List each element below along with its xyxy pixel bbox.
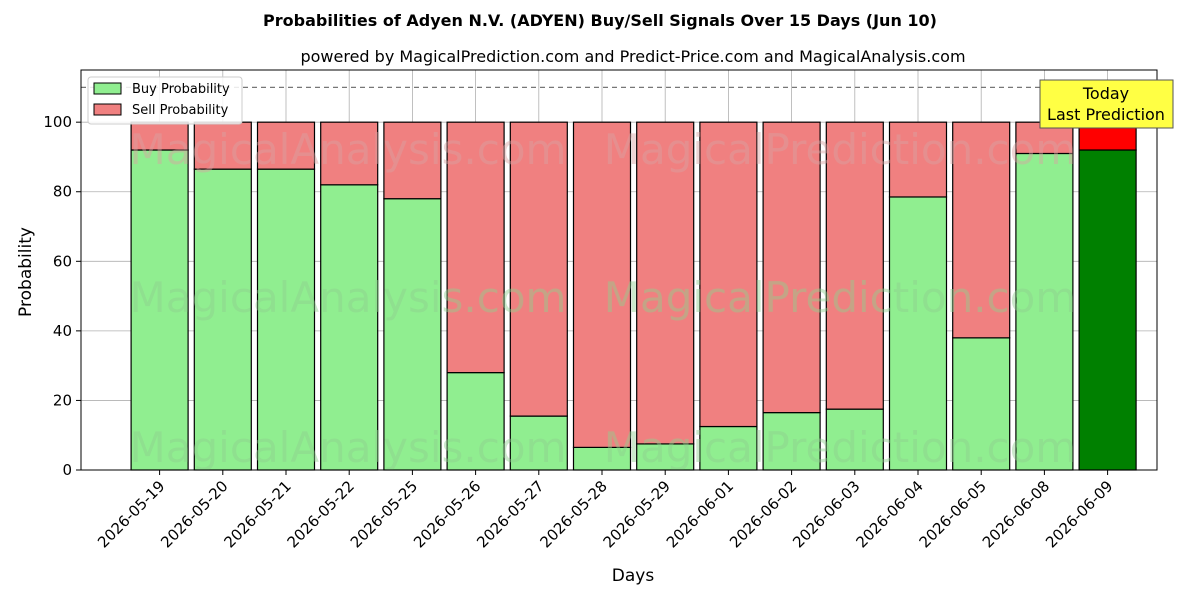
y-tick-label: 0 bbox=[62, 461, 72, 479]
bar-buy bbox=[952, 337, 1011, 471]
x-tick-label: 2026-05-28 bbox=[536, 477, 610, 551]
y-ticks: 0 20 40 60 80 100 bbox=[43, 113, 81, 479]
x-ticks: 2026-05-192026-05-202026-05-212026-05-22… bbox=[94, 470, 1116, 551]
x-tick-label: 2026-05-29 bbox=[600, 477, 674, 551]
legend: Buy Probability Sell Probability bbox=[87, 76, 243, 125]
chart-subtitle: powered by MagicalPrediction.com and Pre… bbox=[300, 47, 965, 66]
legend-label-buy: Buy Probability bbox=[132, 82, 230, 97]
y-tick-label: 20 bbox=[53, 391, 72, 409]
bar-sell bbox=[320, 121, 379, 186]
y-tick-label: 80 bbox=[53, 183, 72, 201]
bar-sell bbox=[825, 121, 884, 410]
legend-label-sell: Sell Probability bbox=[132, 103, 229, 118]
x-tick-label: 2026-06-04 bbox=[852, 477, 926, 551]
watermarks: MagicalAnalysis.com MagicalPrediction.com… bbox=[130, 125, 1077, 472]
annotation-line-1: Today bbox=[1082, 84, 1129, 103]
bar-sell bbox=[383, 121, 442, 200]
x-tick-label: 2026-06-01 bbox=[663, 477, 737, 551]
bar-buy bbox=[193, 168, 252, 471]
y-tick-label: 100 bbox=[43, 113, 72, 131]
watermark-text: MagicalAnalysis.com bbox=[130, 273, 567, 322]
x-tick-label: 2026-06-05 bbox=[916, 477, 990, 551]
x-tick-label: 2026-05-27 bbox=[473, 477, 547, 551]
x-tick-label: 2026-06-08 bbox=[979, 477, 1053, 551]
bar-buy bbox=[1078, 149, 1137, 471]
watermark-text: MagicalPrediction.com bbox=[604, 125, 1077, 174]
y-tick-label: 40 bbox=[53, 322, 72, 340]
bar-buy bbox=[446, 372, 505, 471]
bar-buy bbox=[636, 443, 695, 471]
x-tick-label: 2026-06-03 bbox=[789, 477, 863, 551]
bar-sell bbox=[636, 121, 695, 445]
y-axis-label: Probability bbox=[16, 227, 36, 317]
annotation-box bbox=[1039, 79, 1174, 129]
bar-buy bbox=[888, 196, 948, 471]
legend-box bbox=[87, 76, 243, 125]
y-tick-label: 60 bbox=[53, 252, 72, 270]
bar-buy bbox=[320, 184, 379, 471]
watermark-text: MagicalAnalysis.com bbox=[130, 423, 567, 472]
x-tick-label: 2026-05-19 bbox=[94, 477, 168, 551]
bar-sell bbox=[256, 121, 316, 170]
bar-buy bbox=[825, 408, 884, 471]
plot-frame bbox=[80, 69, 1158, 471]
x-tick-label: 2026-06-09 bbox=[1042, 477, 1116, 551]
annotation-line-2: Last Prediction bbox=[1047, 105, 1165, 124]
bar-buy bbox=[509, 415, 568, 471]
bar-sell bbox=[446, 121, 505, 374]
x-tick-label: 2026-05-20 bbox=[157, 477, 231, 551]
bar-sell bbox=[572, 121, 632, 448]
watermark-text: MagicalPrediction.com bbox=[604, 423, 1077, 472]
x-axis-label: Days bbox=[612, 566, 655, 586]
bar-sell bbox=[699, 121, 758, 428]
legend-swatch-buy bbox=[93, 82, 122, 95]
legend-swatch-sell bbox=[93, 103, 122, 116]
bar-sell bbox=[762, 121, 821, 414]
x-tick-label: 2026-05-26 bbox=[410, 477, 484, 551]
today-annotation: Today Last Prediction bbox=[1039, 79, 1174, 129]
chart-title: Probabilities of Adyen N.V. (ADYEN) Buy/… bbox=[263, 11, 937, 30]
x-tick-label: 2026-05-25 bbox=[347, 477, 421, 551]
bar-sell bbox=[888, 121, 948, 198]
x-tick-label: 2026-06-02 bbox=[726, 477, 800, 551]
bar-sell bbox=[509, 121, 568, 417]
bar-buy bbox=[383, 198, 442, 471]
x-tick-label: 2026-05-22 bbox=[284, 477, 358, 551]
watermark-text: MagicalPrediction.com bbox=[604, 273, 1077, 322]
bar-sell bbox=[952, 121, 1011, 339]
x-tick-label: 2026-05-21 bbox=[220, 477, 294, 551]
bar-buy bbox=[762, 412, 821, 471]
watermark-text: MagicalAnalysis.com bbox=[130, 125, 567, 174]
bar-buy bbox=[256, 168, 316, 471]
